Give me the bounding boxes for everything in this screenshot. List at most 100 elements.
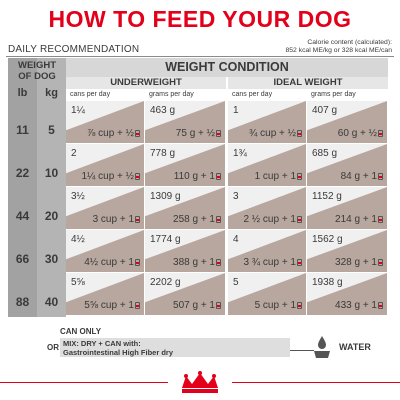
cell-bottom-value: 4½ cup + 1 (84, 257, 134, 268)
cell-under-grams: 778 g 110 g + 1 (145, 144, 226, 187)
can-icon (378, 302, 383, 309)
cell-bottom-value: ⅞ cup + ½ (87, 128, 134, 139)
header-divider (6, 56, 394, 57)
cell-top-value: 1 (233, 105, 239, 116)
weight-header-line-2: OF DOG (18, 71, 56, 82)
cell-bottom-value: 75 g + ½ (175, 128, 215, 139)
weight-condition-header: WEIGHT CONDITION (66, 58, 388, 77)
weight-kg-column (37, 58, 66, 317)
cell-ideal-cans: 1¾ 1 cup + 1 (228, 144, 307, 187)
subheader-cans-ideal: cans per day (232, 91, 273, 98)
cell-under-cans: 3½ 3 cup + 1 (66, 187, 145, 230)
can-icon (378, 216, 383, 223)
can-only-label: CAN ONLY (60, 327, 102, 336)
cell-top-value: 3½ (71, 191, 85, 202)
row-lb: 44 (15, 209, 30, 223)
can-icon (378, 259, 383, 266)
cell-bottom-value: 5 cup + 1 (254, 300, 296, 311)
cell-bottom-value: 433 g + 1 (335, 300, 377, 311)
ideal-weight-header: IDEAL WEIGHT (228, 77, 388, 89)
can-icon (216, 173, 221, 180)
weight-header-line-1: WEIGHT (18, 60, 56, 71)
can-icon (297, 216, 302, 223)
can-icon (297, 259, 302, 266)
can-icon (216, 259, 221, 266)
can-icon (216, 130, 221, 137)
row-lb: 22 (15, 166, 30, 180)
weight-lb-column (8, 58, 37, 317)
unit-kg-label: kg (45, 87, 58, 99)
cell-under-cans: 1¼ ⅞ cup + ½ (66, 101, 145, 144)
cell-bottom-value: 388 g + 1 (173, 257, 215, 268)
calorie-line-2: 852 kcal ME/kg or 328 kcal ME/can (285, 47, 392, 54)
row-lb: 88 (15, 295, 30, 309)
cell-ideal-cans: 1 ¾ cup + ½ (228, 101, 307, 144)
cell-top-value: 4 (233, 234, 239, 245)
cell-ideal-cans: 5 5 cup + 1 (228, 273, 307, 316)
unit-lb-label: lb (17, 87, 28, 99)
cell-under-grams: 2202 g 507 g + 1 (145, 273, 226, 316)
page-title: HOW TO FEED YOUR DOG (48, 6, 352, 32)
calorie-line-1: Calorie content (calculated): (307, 39, 392, 46)
row-lb: 66 (15, 252, 30, 266)
can-icon (297, 302, 302, 309)
cell-top-value: 3 (233, 191, 239, 202)
cell-bottom-value: 5⅝ cup + 1 (84, 300, 134, 311)
cell-bottom-value: 84 g + 1 (340, 171, 377, 182)
cell-top-value: 685 g (312, 148, 338, 159)
cell-top-value: 4½ (71, 234, 85, 245)
cell-ideal-grams: 685 g 84 g + 1 (307, 144, 388, 187)
can-icon (297, 130, 302, 137)
weight-of-dog-header: WEIGHT OF DOG (8, 60, 66, 82)
subheader-grams-underweight: grams per day (149, 91, 194, 98)
cell-bottom-value: 328 g + 1 (335, 257, 377, 268)
cell-bottom-value: 110 g + 1 (173, 171, 215, 182)
cell-bottom-value: 507 g + 1 (173, 300, 215, 311)
water-bowl-icon (314, 336, 330, 358)
cell-top-value: 5⅝ (71, 277, 85, 288)
row-lb: 11 (16, 123, 29, 137)
water-label: WATER (339, 342, 371, 352)
row-kg: 40 (44, 295, 59, 309)
can-icon (135, 216, 140, 223)
cell-bottom-value: 60 g + ½ (337, 128, 377, 139)
cell-under-cans: 5⅝ 5⅝ cup + 1 (66, 273, 145, 316)
can-icon (378, 173, 383, 180)
subheader-grams-ideal: grams per day (311, 91, 356, 98)
cell-bottom-value: 1¼ cup + ½ (81, 171, 134, 182)
cell-top-value: 463 g (150, 105, 176, 116)
row-kg: 20 (44, 209, 59, 223)
can-icon (135, 302, 140, 309)
row-kg: 5 (48, 123, 55, 137)
can-icon (135, 259, 140, 266)
cell-top-value: 778 g (150, 148, 176, 159)
cell-bottom-value: ¾ cup + ½ (249, 128, 296, 139)
cell-top-value: 407 g (312, 105, 338, 116)
royal-canin-logo (182, 371, 218, 393)
cell-under-grams: 463 g 75 g + ½ (145, 101, 226, 144)
cell-top-value: 2 (71, 148, 77, 159)
cell-under-grams: 1309 g 258 g + 1 (145, 187, 226, 230)
or-label: OR (47, 343, 59, 352)
cell-top-value: 1152 g (312, 191, 342, 202)
can-icon (216, 302, 221, 309)
footer-red-line-left (0, 382, 168, 383)
footer-red-line-right (232, 382, 400, 383)
cell-ideal-grams: 1938 g 433 g + 1 (307, 273, 388, 316)
cell-under-cans: 4½ 4½ cup + 1 (66, 230, 145, 273)
cell-bottom-value: 1 cup + 1 (254, 171, 296, 182)
cell-ideal-grams: 407 g 60 g + ½ (307, 101, 388, 144)
cell-bottom-value: 3 ¾ cup + 1 (243, 257, 296, 268)
calorie-content: Calorie content (calculated): 852 kcal M… (222, 39, 392, 55)
mix-box: MIX: DRY + CAN with: Gastrointestinal Hi… (60, 338, 290, 357)
cell-ideal-grams: 1152 g 214 g + 1 (307, 187, 388, 230)
subheader-cans-underweight: cans per day (70, 91, 111, 98)
cell-top-value: 1¾ (233, 148, 247, 159)
cell-top-value: 1774 g (150, 234, 181, 245)
cell-bottom-value: 258 g + 1 (173, 214, 215, 225)
cell-top-value: 1309 g (150, 191, 181, 202)
cell-under-cans: 2 1¼ cup + ½ (66, 144, 145, 187)
cell-top-value: 1938 g (312, 277, 343, 288)
cell-bottom-value: 214 g + 1 (335, 214, 377, 225)
can-icon (297, 173, 302, 180)
